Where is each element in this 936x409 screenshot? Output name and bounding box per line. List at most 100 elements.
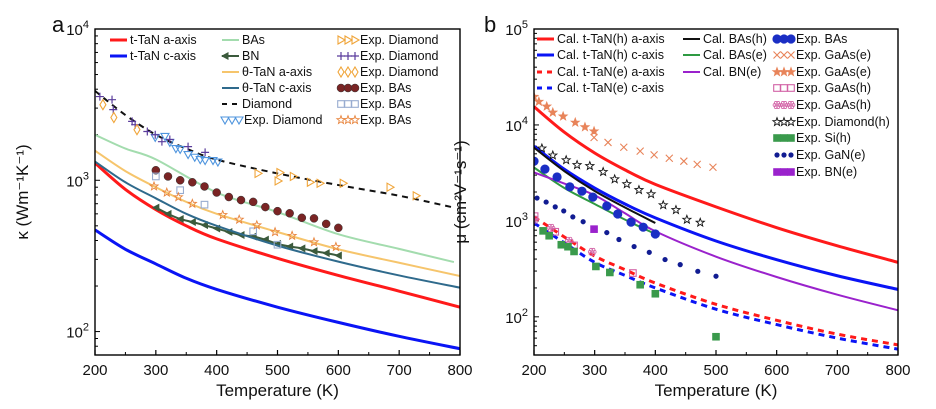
chart-panel-b: b 200 300 400 500 600 700 800 102 103 104 105 Temper… [451,12,911,400]
x-tick-label: 200 [521,362,546,379]
legend-label: Cal. BAs(h) [703,32,767,46]
legend-marker [773,51,781,59]
data-point [183,150,194,160]
data-point [571,159,583,170]
flower-petal [787,101,792,105]
data-point [321,219,331,229]
flower-petal [776,105,781,109]
data-point [709,163,717,172]
data-point [547,149,559,160]
flower-petal [534,219,535,221]
data-point [175,176,185,185]
legend-marker [335,114,347,125]
data-point [151,172,160,181]
data-point [677,262,683,268]
legend-item: Cal. BN(e) [683,65,761,79]
legend-label: Cal. t-TaN(h) c-axis [557,48,664,62]
data-point [633,184,645,195]
series-line [95,133,455,264]
legend-item: Diamond [222,97,292,111]
y-tick-label: 102 [66,322,89,342]
x-axis-title: Temperature (K) [216,381,339,400]
flower-petal [790,101,795,105]
legend-marker [351,65,359,79]
y-tick-label: 105 [505,19,528,39]
legend-label: Exp. Diamond [360,65,439,79]
data-point [273,206,282,216]
y-tick-label: 102 [505,307,528,327]
data-point [547,106,559,117]
data-point [650,151,659,159]
legend-item: Cal. BAs(e) [683,48,767,62]
legend-label: Cal. t-TaN(e) a-axis [557,65,665,79]
series-0 [534,105,898,264]
legend-label: Diamond [242,97,292,111]
series-4 [95,149,460,277]
legend-label: Cal. BAs(e) [703,48,767,62]
data-point [176,214,184,223]
data-point [534,96,545,107]
legend-label: Cal. t-TaN(e) c-axis [557,81,664,95]
flower-petal [566,236,570,241]
flower-petal [773,101,778,105]
data-point [539,227,547,235]
data-point [165,135,174,144]
data-point [269,226,281,237]
x-tick-label: 200 [82,362,107,379]
x-tick-label: 800 [447,362,472,379]
legend-item: Exp. BN(e) [773,165,857,179]
legend-item: Cal. t-TaN(h) c-axis [537,48,664,62]
data-point [285,209,294,218]
legend-label: Exp. Si(h) [796,131,851,145]
legend-label: Exp. GaAs(h) [796,98,871,112]
legend-marker [786,101,796,109]
legend-label: BN [242,49,259,63]
data-point [309,214,319,223]
legend-label: Exp. Diamond [244,113,323,127]
legend-marker [780,134,788,142]
legend-item: Exp. GaAs(h) [773,81,871,95]
data-point [334,251,342,260]
data-point [590,133,598,142]
data-point [110,111,118,124]
data-point [297,213,307,223]
data-point [564,242,572,251]
legend-item: Exp. Diamond [337,65,439,79]
data-point [160,132,170,142]
y-axis-title: μ (cm²V⁻¹s⁻¹) [451,140,470,243]
legend-item: Exp. Diamond(h) [771,115,890,129]
data-point [662,256,668,263]
data-point [621,178,633,189]
x-tick-label: 500 [265,362,290,379]
data-point [579,121,591,132]
data-point [334,223,343,233]
data-point [681,214,693,225]
flower-petal [589,247,593,252]
legend-marker [785,116,797,127]
data-point [143,127,152,136]
data-point [108,95,117,104]
data-point [604,138,612,147]
series-12 [151,172,282,249]
series-8 [254,167,422,201]
x-tick-label: 800 [885,362,910,379]
data-point [679,157,688,166]
data-point [629,269,637,277]
data-point [109,105,118,114]
data-point [534,156,539,166]
data-point [212,158,223,168]
legend-label: Exp. GaAs(e) [796,65,871,79]
legend-item: Exp. Diamond [220,113,323,127]
flower-petal [790,105,795,109]
legend-label: Exp. GaN(e) [796,148,865,162]
data-point [651,289,660,298]
data-point [224,192,234,202]
y-tick-label: 103 [66,170,89,190]
legend-item: t-TaN c-axis [110,49,196,63]
series-line [95,160,460,289]
data-point [670,204,682,215]
flower-petal [783,105,788,109]
legend-item: Exp. Diamond [337,49,439,63]
legend-label: θ-TaN a-axis [242,65,312,79]
data-point [580,219,586,225]
